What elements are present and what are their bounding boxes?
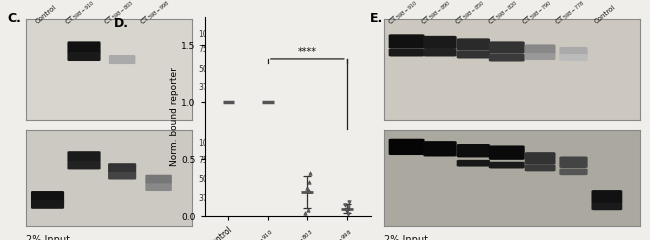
FancyBboxPatch shape	[525, 152, 556, 165]
FancyBboxPatch shape	[389, 34, 424, 48]
Text: Control: Control	[593, 3, 617, 24]
Text: CT$_{598-803}$: CT$_{598-803}$	[102, 0, 136, 28]
Text: 50: 50	[198, 175, 208, 184]
Text: CT$_{598-890}$: CT$_{598-890}$	[420, 0, 454, 28]
FancyBboxPatch shape	[68, 161, 101, 169]
FancyBboxPatch shape	[146, 183, 172, 191]
FancyBboxPatch shape	[108, 163, 136, 173]
Text: 2% Input: 2% Input	[384, 235, 428, 240]
Text: 37: 37	[198, 194, 208, 203]
FancyBboxPatch shape	[109, 55, 135, 64]
Text: C.: C.	[7, 12, 21, 25]
Text: 37: 37	[198, 83, 208, 92]
Text: D.: D.	[114, 17, 129, 30]
Text: CT$_{598-850}$: CT$_{598-850}$	[453, 0, 487, 28]
FancyBboxPatch shape	[525, 44, 556, 54]
FancyBboxPatch shape	[489, 162, 525, 168]
Text: 2% Input: 2% Input	[26, 235, 70, 240]
FancyBboxPatch shape	[68, 151, 101, 162]
Text: CT$_{598-910}$: CT$_{598-910}$	[387, 0, 420, 28]
Text: Control: Control	[34, 3, 57, 24]
FancyBboxPatch shape	[68, 41, 101, 54]
FancyBboxPatch shape	[560, 168, 588, 175]
FancyBboxPatch shape	[389, 48, 424, 56]
FancyBboxPatch shape	[489, 54, 525, 61]
FancyBboxPatch shape	[423, 48, 457, 56]
FancyBboxPatch shape	[68, 52, 101, 61]
FancyBboxPatch shape	[457, 160, 490, 167]
FancyBboxPatch shape	[389, 139, 424, 155]
FancyBboxPatch shape	[457, 38, 490, 50]
Text: ****: ****	[298, 47, 317, 57]
FancyBboxPatch shape	[592, 203, 622, 210]
FancyBboxPatch shape	[457, 144, 490, 157]
FancyBboxPatch shape	[108, 172, 136, 180]
Text: 50: 50	[198, 65, 208, 74]
FancyBboxPatch shape	[560, 54, 588, 61]
Text: CT$_{598-910}$: CT$_{598-910}$	[64, 0, 98, 28]
Text: CT$_{598-998}$: CT$_{598-998}$	[138, 0, 172, 28]
FancyBboxPatch shape	[525, 53, 556, 60]
Text: Pulldown: Pulldown	[26, 130, 70, 140]
FancyBboxPatch shape	[592, 190, 622, 204]
FancyBboxPatch shape	[31, 200, 64, 209]
Text: E.: E.	[370, 12, 384, 25]
Text: Pulldown: Pulldown	[384, 130, 428, 140]
Text: CT$_{598-820}$: CT$_{598-820}$	[487, 0, 520, 28]
FancyBboxPatch shape	[560, 47, 588, 56]
FancyBboxPatch shape	[457, 50, 490, 59]
Y-axis label: Norm. bound reporter: Norm. bound reporter	[170, 67, 179, 166]
Text: CT$_{598-790}$: CT$_{598-790}$	[520, 0, 554, 28]
FancyBboxPatch shape	[423, 36, 457, 49]
FancyBboxPatch shape	[423, 141, 457, 156]
FancyBboxPatch shape	[489, 41, 525, 54]
FancyBboxPatch shape	[560, 156, 588, 168]
Text: 75: 75	[198, 156, 208, 165]
Text: CT$_{598-778}$: CT$_{598-778}$	[553, 0, 587, 28]
FancyBboxPatch shape	[489, 145, 525, 160]
FancyBboxPatch shape	[525, 165, 556, 171]
FancyBboxPatch shape	[31, 191, 64, 203]
Text: 100: 100	[198, 30, 213, 39]
Text: 100: 100	[198, 139, 213, 149]
FancyBboxPatch shape	[146, 175, 172, 184]
Text: 75: 75	[198, 45, 208, 54]
